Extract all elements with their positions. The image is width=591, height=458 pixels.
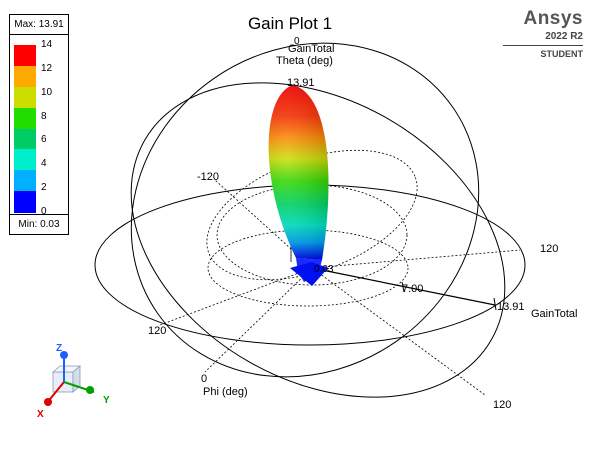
phi-tick-left: 120 <box>148 325 166 337</box>
grid-spoke <box>311 267 486 396</box>
triad-y-tip <box>86 386 94 394</box>
legend-tick-label: 4 <box>41 158 47 170</box>
legend-tick-label: 12 <box>41 62 53 74</box>
legend-tick-label: 0 <box>41 206 47 217</box>
brand-version: 2022 R2 <box>503 31 583 46</box>
legend-color-bar <box>14 45 36 213</box>
radiation-lobe <box>268 85 329 286</box>
legend-swatch <box>14 65 36 88</box>
radial-tick <box>401 281 405 293</box>
radial-tick <box>493 297 497 311</box>
orientation-triad[interactable]: Z X Y <box>37 343 110 420</box>
brand-license: STUDENT <box>540 49 584 59</box>
grid-spoke <box>159 267 313 326</box>
legend-tick-label: 2 <box>41 182 47 194</box>
legend-swatch <box>14 170 36 192</box>
legend-swatch <box>14 45 36 67</box>
radial-axis-line <box>311 267 496 306</box>
radial-tick-mid: 7.00 <box>402 283 423 295</box>
outer-circle-tilted-a <box>130 42 480 378</box>
plot-title: Gain Plot 1 <box>247 14 333 33</box>
theta-axis-title: GainTotal <box>288 43 334 55</box>
legend-swatch <box>14 149 36 171</box>
brand-logo-text: Ansys <box>523 8 583 29</box>
grid-spoke <box>204 267 313 373</box>
legend-min-label: Min: 0.03 <box>10 214 68 234</box>
theta-axis-label: Theta (deg) <box>276 55 333 67</box>
legend-tick-label: 8 <box>41 110 47 122</box>
triad-x-label: X <box>37 409 44 420</box>
phi-tick-right: 120 <box>540 243 558 255</box>
phi-tick-bottom-right: 120 <box>493 399 511 411</box>
peak-value-label: 13.91 <box>287 77 315 89</box>
radial-axis-label: GainTotal <box>531 308 577 320</box>
legend-tick-label: 6 <box>41 134 47 146</box>
phi-tick-upper-left: -120 <box>197 171 219 183</box>
radial-tick-min: 0.03 <box>314 264 334 275</box>
legend-swatch <box>14 107 36 129</box>
triad-y-label: Y <box>103 395 110 406</box>
phi-axis-label: Phi (deg) <box>203 386 248 398</box>
legend-max-label: Max: 13.91 <box>10 15 68 35</box>
triad-z-label: Z <box>56 343 62 354</box>
brand-block: Ansys 2022 R2 STUDENT <box>503 8 583 59</box>
triad-z-tip <box>60 351 68 359</box>
grid-spoke <box>311 249 521 269</box>
theta-tick-top: 0 <box>294 36 300 47</box>
legend-tick-label: 14 <box>41 39 53 50</box>
triad-x-tip <box>44 398 52 406</box>
legend-swatch <box>14 191 36 213</box>
outer-circle-tilted-b <box>130 82 506 398</box>
phi-tick-zero: 0 <box>201 373 207 385</box>
legend-tick-label: 10 <box>41 86 53 98</box>
legend-swatch <box>14 86 36 109</box>
legend-swatch <box>14 128 36 150</box>
radial-tick-max: 13.91 <box>497 301 525 313</box>
color-legend[interactable]: Max: 13.91 14 12 10 8 6 4 2 0 Min: 0.03 <box>9 14 69 235</box>
